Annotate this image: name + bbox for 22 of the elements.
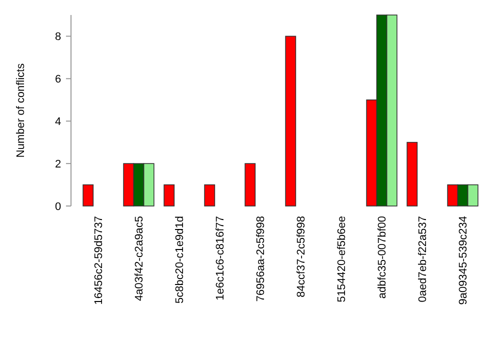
x-tick-label: 0aed7eb-f22a537 [417, 216, 430, 302]
bar [164, 184, 175, 206]
x-tick-label: 76956aa-2c5f998 [255, 216, 268, 302]
bar [244, 163, 256, 206]
y-tick-label: 4 [54, 116, 62, 128]
y-axis-title: Number of conflicts [15, 62, 27, 158]
x-tick-label: 16456c2-59d5737 [93, 216, 106, 305]
x-tick-label: adbfc35-007bf00 [376, 216, 389, 299]
x-tick-label: 9a09345-539c234 [458, 216, 470, 305]
x-tick-label: 1e6c1c6-c816f77 [214, 216, 227, 300]
x-tick-label: 4a03f42-c2a9ac5 [134, 216, 146, 302]
bar [82, 184, 94, 206]
y-tick-label: 8 [54, 31, 62, 44]
bar [406, 142, 418, 206]
y-tick-label: 2 [54, 158, 62, 170]
x-tick-label: 5154420-ef5b6ee [336, 216, 348, 302]
y-tick-label: 0 [54, 200, 62, 213]
bar [204, 184, 216, 206]
bar [285, 36, 296, 206]
y-tick-label: 6 [54, 74, 62, 86]
x-tick-label: 5c8bc20-c1e9d1d [174, 216, 186, 304]
x-tick-label: 84ccf37-2c5f998 [296, 216, 308, 298]
